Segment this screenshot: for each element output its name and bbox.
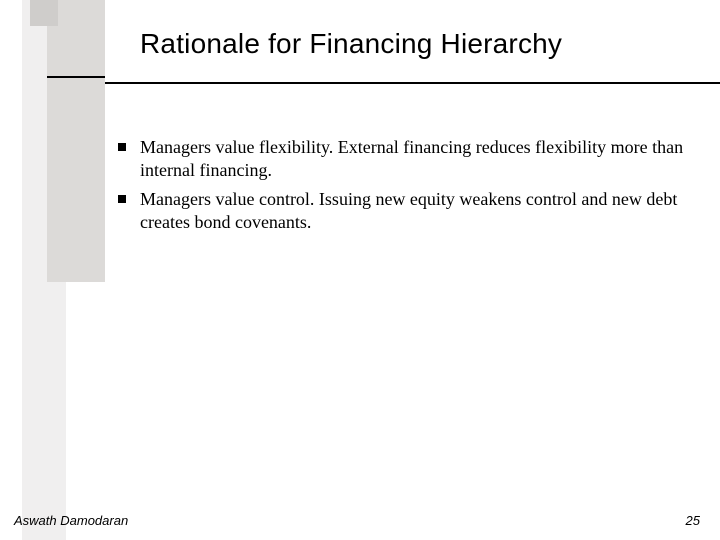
title-underline-short	[47, 76, 105, 78]
content-area: Managers value flexibility. External fin…	[118, 136, 688, 240]
bullet-item: Managers value control. Issuing new equi…	[118, 188, 688, 234]
bullet-item: Managers value flexibility. External fin…	[118, 136, 688, 182]
slide-title: Rationale for Financing Hierarchy	[140, 28, 700, 60]
bullet-text: Managers value flexibility. External fin…	[140, 136, 688, 182]
footer-page-number: 25	[686, 513, 700, 528]
bullet-marker-icon	[118, 195, 126, 203]
decor-bar-top	[30, 0, 58, 26]
title-area: Rationale for Financing Hierarchy	[140, 28, 700, 60]
bullet-marker-icon	[118, 143, 126, 151]
slide-container: Rationale for Financing Hierarchy Manage…	[0, 0, 720, 540]
bullet-text: Managers value control. Issuing new equi…	[140, 188, 688, 234]
footer-author: Aswath Damodaran	[14, 513, 128, 528]
decor-bar-inner	[47, 0, 105, 282]
title-underline-long	[105, 82, 720, 84]
